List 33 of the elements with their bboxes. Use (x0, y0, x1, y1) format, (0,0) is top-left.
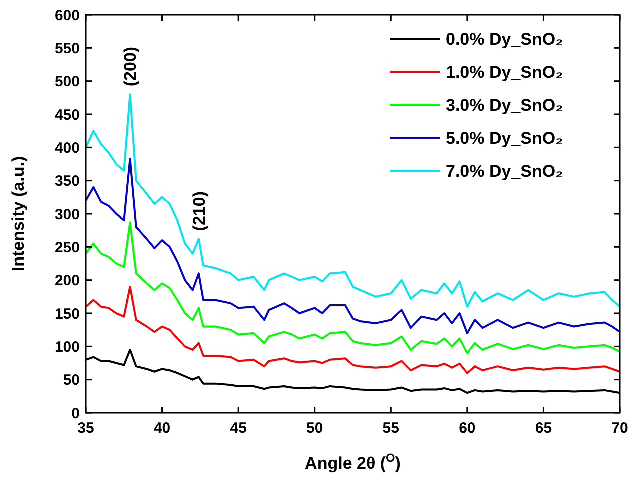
y-tick-label: 50 (63, 372, 80, 390)
y-tick-label: 250 (54, 239, 80, 256)
x-tick-label: 45 (230, 420, 247, 437)
annotation: (210) (190, 192, 209, 232)
x-axis-title: Angle 2θ ($^{O}$) (305, 451, 401, 473)
y-tick-label: 0 (72, 405, 80, 422)
y-tick-label: 550 (54, 40, 80, 58)
line-series (85, 158, 621, 334)
legend-label: 0.0% Dy_SnO₂ (446, 30, 564, 49)
y-tick-label: 100 (54, 338, 80, 356)
x-tick-label: 35 (78, 420, 94, 437)
y-tick-label: 450 (54, 106, 80, 124)
annotation: (200) (121, 46, 140, 87)
y-tick-label: 200 (54, 272, 80, 290)
line-series (85, 94, 621, 308)
x-tick-label: 40 (154, 420, 171, 437)
legend-label: 1.0% Dy_SnO₂ (446, 62, 564, 82)
x-tick-label: 60 (459, 420, 476, 437)
x-tick-label: 55 (382, 420, 400, 437)
y-tick-label: 150 (54, 306, 80, 323)
legend-label: 3.0% Dy_SnO₂ (446, 96, 564, 115)
y-tick-label: 400 (54, 140, 80, 157)
y-tick-label: 500 (54, 74, 80, 91)
y-tick-label: 600 (54, 7, 80, 24)
legend-label: 7.0% Dy_SnO₂ (446, 162, 564, 181)
y-tick-label: 300 (54, 206, 80, 224)
x-tick-label: 65 (535, 420, 552, 437)
line-series (85, 286, 621, 374)
legend-label: 5.0% Dy_SnO₂ (446, 128, 564, 148)
x-tick-label: 70 (612, 420, 628, 437)
x-tick-label: 50 (306, 420, 324, 437)
y-tick-label: 350 (54, 173, 80, 190)
y-axis-title: Intensity (a.u.) (9, 156, 28, 272)
